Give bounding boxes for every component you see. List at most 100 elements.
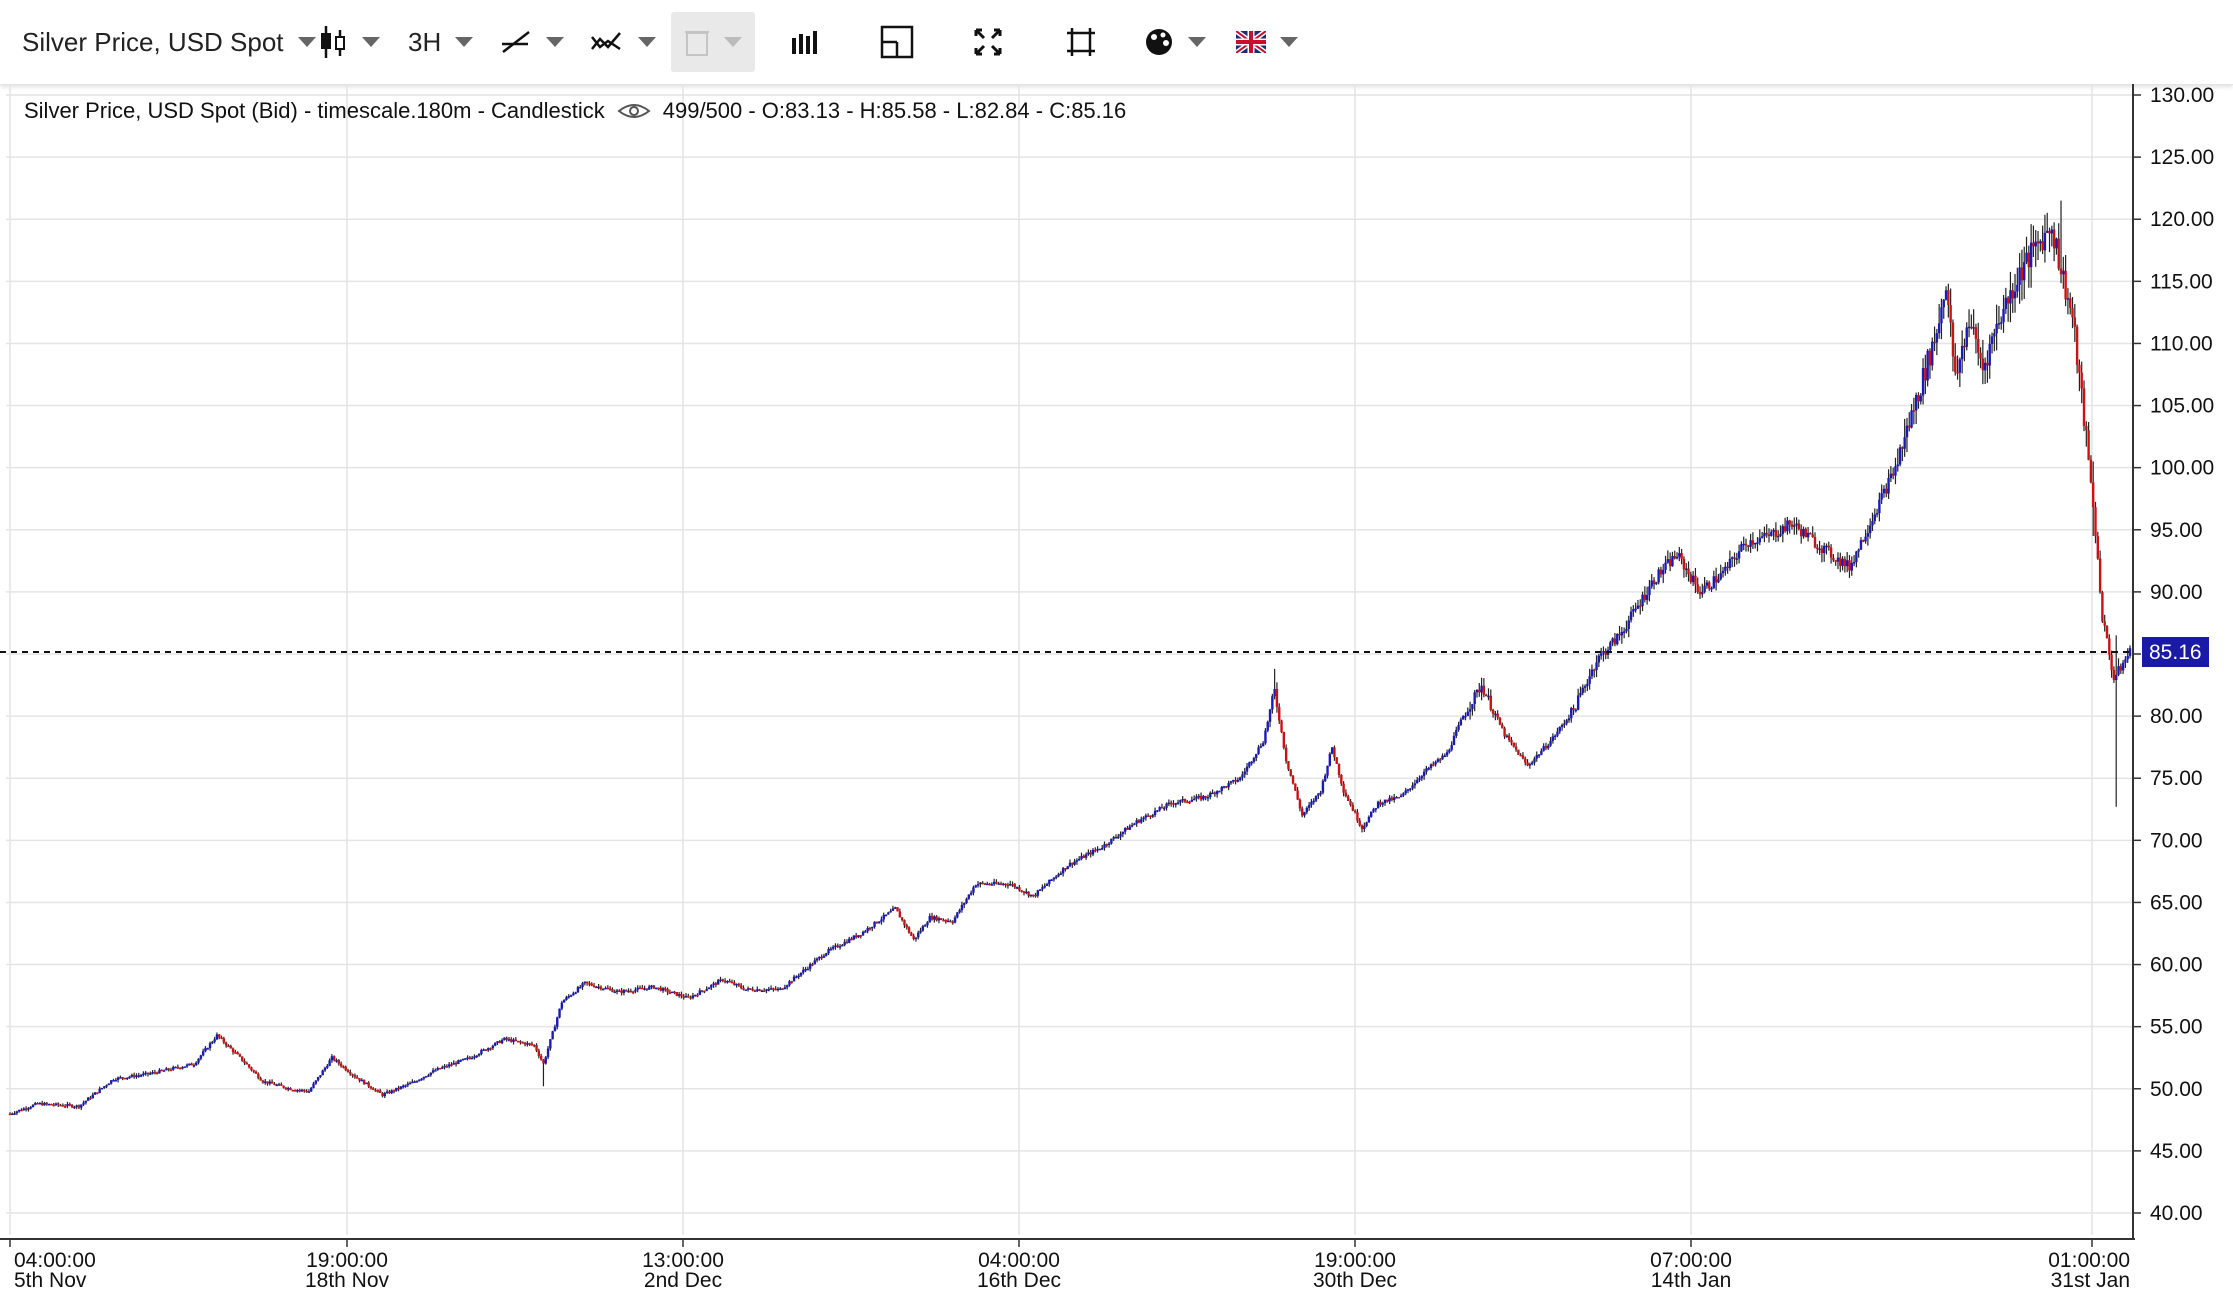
candle-body-up <box>185 1064 189 1067</box>
candle <box>112 1078 115 1082</box>
candle <box>1006 882 1010 889</box>
candle-body-down <box>2020 267 2024 281</box>
candle <box>682 994 685 1000</box>
candle <box>969 890 973 896</box>
candle-body-up <box>1165 803 1168 808</box>
candle-body-up <box>986 883 989 886</box>
candle <box>199 1054 203 1061</box>
candle <box>1634 602 1637 613</box>
candle <box>535 1043 538 1053</box>
candle <box>372 1087 375 1091</box>
instrument-selector[interactable]: Silver Price, USD Spot <box>22 12 316 72</box>
candle-body-down <box>1986 362 1989 366</box>
crosshair-button[interactable] <box>880 12 914 72</box>
fullscreen-button[interactable] <box>974 12 1002 72</box>
candle-body-down <box>1438 759 1442 761</box>
candle-body-up <box>576 987 580 993</box>
candle <box>1112 835 1115 841</box>
candle-body-up <box>158 1069 161 1074</box>
indicators-button[interactable] <box>590 12 656 72</box>
candle <box>109 1080 113 1085</box>
candle <box>447 1062 451 1069</box>
candle <box>648 984 651 990</box>
candle <box>155 1071 159 1075</box>
candle <box>1639 599 1642 615</box>
candle-body-up <box>963 902 966 905</box>
price-tick-label: 120.00 <box>2150 208 2214 231</box>
price-chart[interactable]: 130.00125.00120.00115.00110.00105.00100.… <box>0 84 2233 1291</box>
candle <box>1862 539 1865 543</box>
eye-icon[interactable] <box>617 101 651 121</box>
theme-button[interactable] <box>1144 12 1206 72</box>
candle-body-up <box>1818 548 1821 551</box>
candle <box>507 1037 511 1042</box>
candle <box>753 989 757 993</box>
candle-body-up <box>208 1043 212 1049</box>
candle-body-down <box>445 1065 449 1068</box>
candle <box>328 1058 331 1067</box>
candle-body-down <box>687 995 690 998</box>
candle-body-down <box>220 1037 223 1039</box>
timeframe-selector[interactable]: 3H <box>408 12 474 72</box>
language-button[interactable] <box>1236 12 1298 72</box>
candle-body-up <box>891 908 895 911</box>
candle-body-down <box>944 920 948 922</box>
candle <box>2094 501 2097 544</box>
candle <box>1133 822 1136 826</box>
candle <box>1834 560 1837 566</box>
candle <box>2073 304 2077 342</box>
candle <box>342 1065 345 1069</box>
candle <box>1455 726 1458 739</box>
candle-body-up <box>1737 551 1741 559</box>
candle-body-up <box>992 881 996 885</box>
candle <box>1894 457 1897 485</box>
candle <box>1066 865 1069 870</box>
candle-body-up <box>287 1088 290 1090</box>
drawing-tools-button[interactable] <box>500 12 564 72</box>
candle-body-up <box>459 1060 462 1062</box>
candle-body-up <box>22 1108 25 1111</box>
candle-body-down <box>2071 307 2074 318</box>
candle-body-up <box>80 1104 83 1108</box>
candle <box>1013 882 1017 889</box>
candle-body-up <box>1448 749 1451 753</box>
candle <box>413 1080 416 1083</box>
candle <box>434 1068 437 1072</box>
candle <box>634 987 637 994</box>
last-price-badge: 85.16 <box>2142 637 2209 668</box>
candle-body-down <box>468 1057 472 1059</box>
candle-body-down <box>790 981 793 983</box>
candle-body-down <box>266 1081 269 1084</box>
delete-drawings-button[interactable] <box>671 12 755 72</box>
candle-body-down <box>1813 537 1817 548</box>
candle-body-down <box>247 1064 251 1068</box>
candle-body-down <box>1514 746 1518 750</box>
candle <box>921 924 925 932</box>
chart-type-button[interactable] <box>318 12 380 72</box>
candle <box>641 984 644 990</box>
candle-body-up <box>1374 808 1378 810</box>
candle-body-up <box>712 983 715 986</box>
candle-body-down <box>1799 528 1803 537</box>
candle <box>1121 831 1125 838</box>
candle-body-up <box>1878 499 1881 514</box>
candle-body-up <box>1634 608 1637 611</box>
candle-body-up <box>1002 883 1005 886</box>
candle <box>882 912 885 923</box>
candle <box>917 930 920 940</box>
candle-body-down <box>160 1069 163 1072</box>
candle-body-down <box>1491 709 1495 714</box>
candle <box>1517 749 1520 755</box>
candle <box>330 1054 334 1063</box>
candle-body-down <box>836 945 839 948</box>
fit-screen-button[interactable] <box>1066 12 1096 72</box>
volume-button[interactable] <box>790 12 818 72</box>
candle-body-up <box>192 1065 196 1067</box>
candle-body-down <box>178 1067 182 1070</box>
candle-body-up <box>1376 801 1380 809</box>
candle-body-down <box>1698 592 1702 595</box>
chevron-down-icon <box>455 37 474 47</box>
candle-body-up <box>119 1077 122 1079</box>
candle-body-up <box>969 892 973 895</box>
